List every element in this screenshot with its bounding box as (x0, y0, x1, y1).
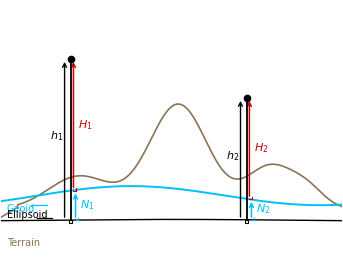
Text: $N_1$: $N_1$ (80, 198, 94, 212)
Bar (245, 220, 248, 223)
Text: Geoid: Geoid (7, 204, 35, 214)
Text: Terrain: Terrain (7, 238, 40, 248)
Text: $h_2$: $h_2$ (226, 149, 239, 163)
Text: $h_1$: $h_1$ (50, 129, 63, 143)
Text: Ellipsoid: Ellipsoid (7, 210, 47, 220)
Text: $N_2$: $N_2$ (256, 203, 270, 216)
Text: $H_2$: $H_2$ (254, 142, 269, 155)
Bar (69, 220, 72, 223)
Text: $H_1$: $H_1$ (78, 118, 93, 132)
